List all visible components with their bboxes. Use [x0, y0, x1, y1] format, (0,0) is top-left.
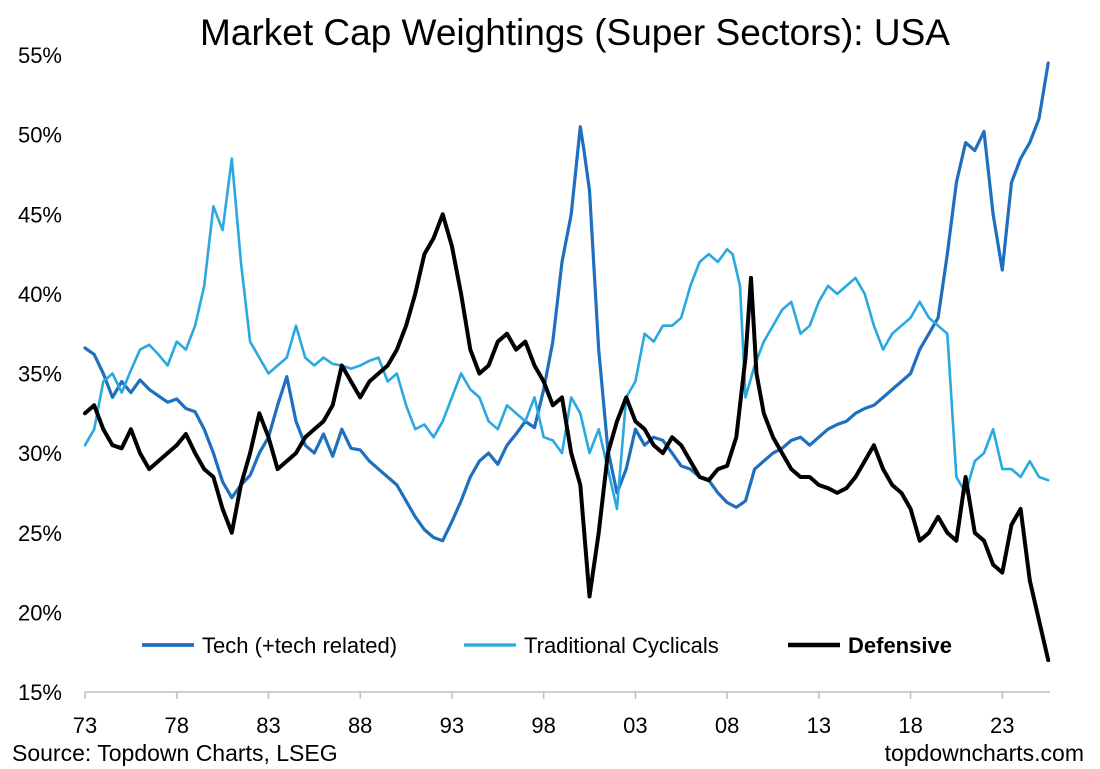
- series-lines: [83, 61, 1051, 663]
- legend: Tech (+tech related) Traditional Cyclical…: [142, 633, 952, 658]
- x-tick-label: 93: [440, 713, 464, 738]
- x-tick-label: 98: [531, 713, 555, 738]
- legend-label-2: Defensive: [848, 633, 952, 658]
- axes: 15% 20% 25% 30% 35% 40% 45% 50% 55% 73 78 83 88 93 98 0…: [18, 43, 1050, 738]
- series-line-0: [83, 61, 1050, 543]
- x-tick-label: 78: [164, 713, 188, 738]
- chart-title: Market Cap Weightings (Super Sectors): U…: [200, 12, 950, 53]
- y-tick-label: 25%: [18, 521, 62, 546]
- y-tick-label: 35%: [18, 362, 62, 387]
- x-tick-label: 03: [623, 713, 647, 738]
- legend-label-1: Traditional Cyclicals: [524, 633, 719, 658]
- series-line-2: [83, 212, 1051, 663]
- y-tick-label: 55%: [18, 43, 62, 68]
- x-tick-label: 73: [73, 713, 97, 738]
- brand-note: topdowncharts.com: [884, 740, 1084, 766]
- series-line-1: [83, 157, 1050, 511]
- legend-label-0: Tech (+tech related): [202, 633, 397, 658]
- x-tick-label: 88: [348, 713, 372, 738]
- x-tick-label: 83: [256, 713, 280, 738]
- y-tick-label: 30%: [18, 441, 62, 466]
- x-tick-label: 18: [898, 713, 922, 738]
- y-tick-label: 45%: [18, 202, 62, 227]
- y-tick-label: 15%: [18, 680, 62, 705]
- x-tick-label: 08: [715, 713, 739, 738]
- x-tick-label: 13: [807, 713, 831, 738]
- y-tick-label: 50%: [18, 123, 62, 148]
- y-tick-label: 20%: [18, 600, 62, 625]
- y-tick-label: 40%: [18, 282, 62, 307]
- x-tick-label: 23: [990, 713, 1014, 738]
- source-note: Source: Topdown Charts, LSEG: [12, 740, 338, 766]
